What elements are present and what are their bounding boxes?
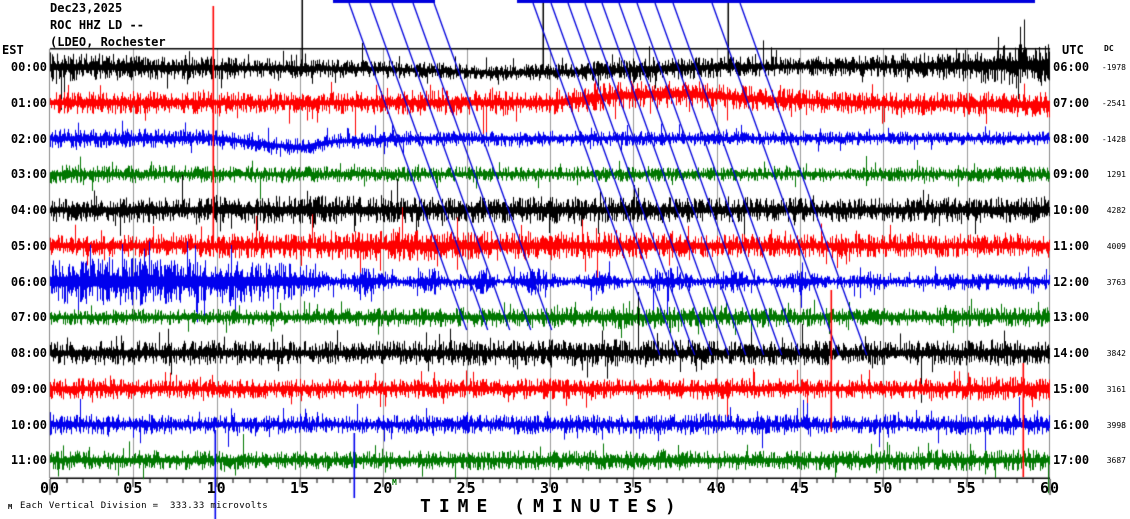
est-header: EST bbox=[2, 43, 24, 57]
x-tick-label: 45 bbox=[789, 479, 811, 497]
utc-time-label: 16:00 bbox=[1053, 417, 1090, 432]
x-tick-label: 10 bbox=[206, 479, 227, 497]
station-label: ROC HHZ LD -- bbox=[50, 18, 144, 32]
network-location-label: (LDEO, Rochester bbox=[50, 35, 166, 49]
dc-value: 3998 bbox=[1106, 420, 1126, 430]
utc-time-label: 10:00 bbox=[1053, 203, 1090, 217]
x-tick-label: 50 bbox=[873, 479, 894, 497]
est-time-label: 10:00 bbox=[10, 417, 47, 432]
x-tick-label: 05 bbox=[123, 479, 144, 497]
utc-time-label: 15:00 bbox=[1053, 381, 1090, 396]
utc-time-label: 07:00 bbox=[1053, 95, 1090, 110]
utc-time-label: 09:00 bbox=[1053, 167, 1090, 182]
utc-time-label: 11:00 bbox=[1053, 238, 1090, 253]
dc-value: 3842 bbox=[1106, 349, 1126, 358]
utc-time-label: 12:00 bbox=[1053, 274, 1090, 289]
est-time-label: 03:00 bbox=[10, 167, 47, 182]
x-tick-label: 40 bbox=[706, 479, 727, 497]
utc-time-label: 08:00 bbox=[1053, 131, 1090, 146]
x-tick-label: 55 bbox=[956, 479, 977, 497]
x-tick-label: 15 bbox=[289, 479, 311, 497]
dc-value: 3763 bbox=[1106, 277, 1126, 287]
date-label: Dec23,2025 bbox=[50, 1, 123, 15]
x-tick-label: 00 bbox=[39, 479, 61, 497]
dc-header: DC bbox=[1104, 44, 1114, 53]
est-time-label: 01:00 bbox=[10, 95, 47, 110]
event-marker-m: M bbox=[392, 478, 397, 487]
x-tick-label: 25 bbox=[456, 479, 477, 497]
est-time-label: 06:00 bbox=[10, 274, 47, 289]
dc-value: 3687 bbox=[1106, 456, 1126, 466]
scale-note: Each Vertical Division = 333.33 microvol… bbox=[20, 501, 269, 511]
est-time-label: 09:00 bbox=[10, 381, 47, 396]
dc-value: 3161 bbox=[1106, 384, 1126, 394]
dc-value: 4009 bbox=[1106, 241, 1126, 251]
est-time-label: 00:00 bbox=[10, 60, 47, 74]
utc-time-label: 13:00 bbox=[1053, 310, 1090, 325]
est-time-label: 05:00 bbox=[10, 238, 47, 253]
est-time-label: 07:00 bbox=[10, 310, 47, 325]
x-tick-label: 20 bbox=[373, 479, 394, 497]
x-tick-label: 60 bbox=[1039, 479, 1061, 497]
x-tick-label: 35 bbox=[623, 479, 644, 497]
utc-time-label: 06:00 bbox=[1053, 60, 1090, 74]
est-time-label: 02:00 bbox=[10, 131, 47, 146]
dc-value: 1291 bbox=[1106, 170, 1126, 180]
x-tick-label: 30 bbox=[539, 479, 561, 497]
est-time-label: 04:00 bbox=[10, 203, 47, 217]
est-time-label: 08:00 bbox=[10, 346, 47, 360]
dc-value: -1978 bbox=[1101, 63, 1126, 72]
utc-header: UTC bbox=[1062, 43, 1084, 57]
dc-value: -1428 bbox=[1101, 134, 1126, 144]
est-time-label: 11:00 bbox=[10, 453, 47, 468]
dc-value: 4282 bbox=[1106, 206, 1126, 215]
time-axis-label: TIME (MINUTES) bbox=[420, 496, 684, 517]
utc-time-label: 17:00 bbox=[1053, 453, 1090, 468]
corner-mark: M bbox=[8, 503, 13, 511]
utc-time-label: 14:00 bbox=[1053, 346, 1090, 360]
dc-value: -2541 bbox=[1101, 98, 1126, 108]
